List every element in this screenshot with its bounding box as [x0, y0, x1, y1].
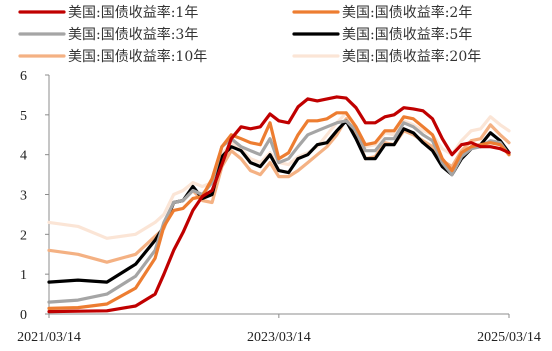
y-tick-label: 4 [20, 149, 27, 164]
series-line-1 [47, 95, 511, 314]
series-line-5 [47, 117, 511, 264]
legend-label: 美国:国债收益率:20年 [342, 48, 481, 65]
y-tick-label: 5 [20, 109, 27, 124]
y-tick-label: 3 [20, 189, 27, 204]
y-tick-label: 2 [20, 228, 27, 243]
series-line-2 [47, 111, 511, 310]
series-layer [47, 95, 511, 314]
legend-label: 美国:国债收益率:3年 [68, 26, 198, 43]
x-tick-label: 2021/03/14 [17, 330, 81, 345]
x-tick-label: 2025/03/14 [477, 330, 541, 345]
x-axis: 2021/03/14 2023/03/14 2025/03/14 [17, 313, 541, 345]
series-line-3 [47, 119, 511, 304]
y-axis: 0 1 2 3 4 5 6 [20, 69, 50, 323]
legend-label: 美国:国债收益率:10年 [68, 48, 207, 65]
legend-label: 美国:国债收益率:5年 [342, 26, 472, 43]
y-tick-label: 6 [20, 69, 27, 84]
legend-label: 美国:国债收益率:2年 [342, 4, 472, 21]
y-tick-label: 0 [20, 308, 27, 323]
y-tick-label: 1 [20, 268, 27, 283]
x-tick-label: 2023/03/14 [247, 330, 311, 345]
legend-label: 美国:国债收益率:1年 [68, 4, 198, 21]
